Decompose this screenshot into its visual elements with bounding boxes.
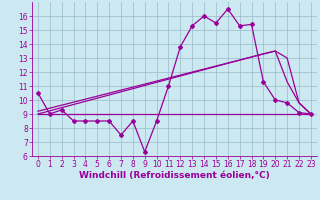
X-axis label: Windchill (Refroidissement éolien,°C): Windchill (Refroidissement éolien,°C) xyxy=(79,171,270,180)
